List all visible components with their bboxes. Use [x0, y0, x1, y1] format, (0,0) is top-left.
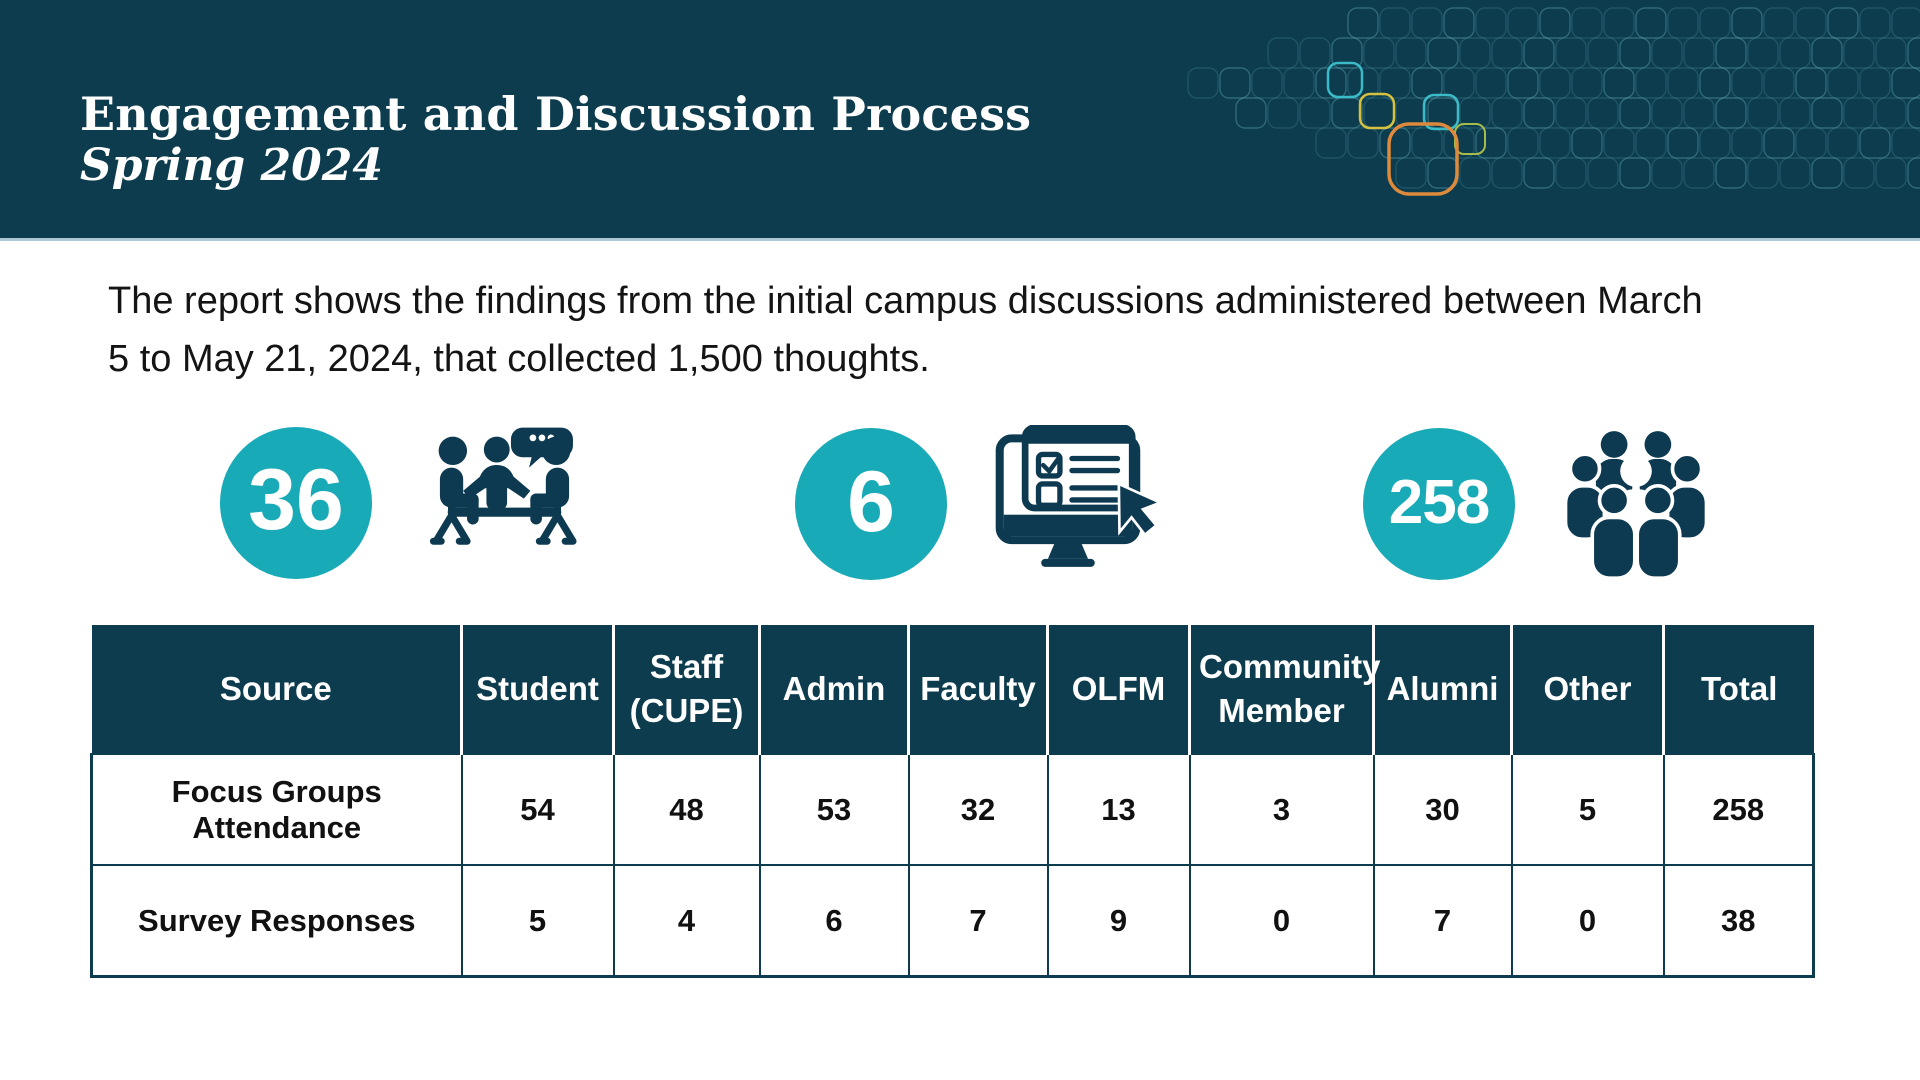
engagement-table: Source Student Staff (CUPE) Admin Faculty OLF… — [90, 625, 1815, 978]
table-header-row: Source Student Staff (CUPE) Admin Faculty OLF… — [91, 625, 1814, 754]
stat-group: 258 — [1363, 425, 1715, 583]
decorative-tile-pattern — [1187, 7, 1920, 196]
stat-value: 6 — [847, 453, 895, 550]
table-row: Focus Groups Attendance 54 48 53 32 13 3 30 5 258 — [90, 753, 1815, 866]
stat-value: 36 — [248, 452, 344, 548]
table-cell: 7 — [907, 864, 1049, 978]
row-label-cell: Survey Responses — [90, 864, 463, 978]
table-cell: 4 — [612, 864, 761, 978]
table-cell: 5 — [460, 864, 615, 978]
stat-group: 6 — [795, 425, 1163, 583]
audience-group-icon — [1563, 431, 1709, 580]
table-cell: 32 — [907, 753, 1049, 866]
table-cell: 7 — [1372, 864, 1513, 978]
page-subtitle: Spring 2024 — [80, 140, 383, 191]
table-header-cell: OLFM — [1046, 625, 1190, 754]
table-cell: 0 — [1510, 864, 1665, 978]
table-header-cell: Total — [1662, 625, 1814, 754]
stat-group: 36 — [220, 425, 595, 580]
table-cell: 38 — [1662, 864, 1815, 978]
table-header-cell: Admin — [758, 625, 909, 754]
stat-circle: 6 — [795, 428, 947, 580]
table-header-cell: Student — [460, 625, 614, 754]
page-title: Engagement and Discussion Process — [80, 87, 1032, 141]
table-cell: 54 — [460, 753, 615, 866]
table-header-cell: Source — [91, 625, 462, 754]
table-header-cell: Other — [1510, 625, 1664, 754]
table-cell: 0 — [1188, 864, 1375, 978]
table-header-cell: Community Member — [1188, 625, 1381, 754]
intro-paragraph: The report shows the findings from the i… — [108, 280, 1703, 380]
table-cell: 13 — [1046, 753, 1191, 866]
table-cell: 5 — [1510, 753, 1665, 866]
table-cell: 258 — [1662, 753, 1815, 866]
focus-group-discussion-icon — [429, 427, 577, 545]
stat-circle: 258 — [1363, 428, 1515, 580]
table-header-cell: Staff (CUPE) — [612, 625, 760, 754]
table-cell: 48 — [612, 753, 761, 866]
online-survey-icon — [995, 425, 1163, 567]
header-band: Engagement and Discussion Process Spring… — [0, 0, 1920, 241]
title-block: Engagement and Discussion Process Spring… — [80, 88, 1031, 192]
table-cell: 6 — [758, 864, 910, 978]
table-cell: 3 — [1188, 753, 1375, 866]
row-label-cell: Focus Groups Attendance — [90, 753, 463, 866]
table-header-cell: Alumni — [1372, 625, 1512, 754]
stat-circle: 36 — [220, 426, 372, 579]
table-cell: 9 — [1046, 864, 1191, 978]
table-header-cell: Faculty — [907, 625, 1048, 754]
table-row: Survey Responses 5 4 6 7 9 0 7 0 38 — [90, 864, 1815, 978]
stat-value: 258 — [1388, 467, 1490, 537]
table-cell: 53 — [758, 753, 910, 866]
table-cell: 30 — [1372, 753, 1513, 866]
